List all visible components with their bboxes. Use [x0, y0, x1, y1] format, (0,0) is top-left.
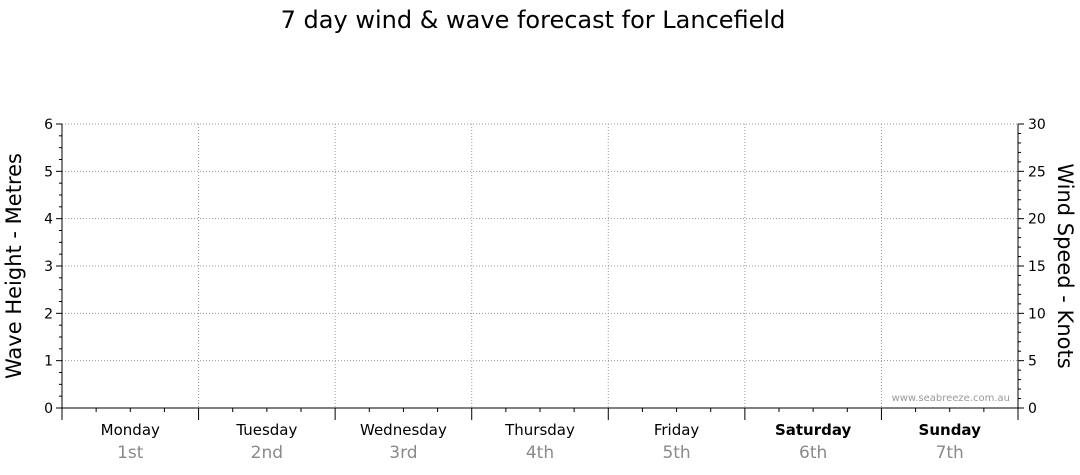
left-tick-label: 1: [44, 354, 53, 370]
day-date-label: 1st: [117, 443, 144, 463]
day-name-label: Wednesday: [360, 421, 447, 439]
left-tick-label: 2: [44, 306, 53, 322]
day-date-label: 4th: [526, 443, 554, 463]
left-tick-label: 0: [44, 401, 53, 417]
day-name-label: Sunday: [919, 421, 982, 439]
right-axis-title: Wind Speed - Knots: [1053, 163, 1077, 368]
right-tick-label: 10: [1028, 306, 1046, 322]
left-axis-title: Wave Height - Metres: [2, 153, 26, 379]
day-date-label: 7th: [936, 443, 964, 463]
left-tick-label: 4: [44, 212, 53, 228]
day-name-label: Monday: [101, 421, 160, 439]
right-tick-label: 30: [1028, 117, 1046, 133]
day-name-label: Tuesday: [235, 421, 297, 439]
left-tick-label: 5: [44, 164, 53, 180]
day-name-label: Saturday: [775, 421, 852, 439]
left-tick-label: 3: [44, 259, 53, 275]
day-date-label: 2nd: [251, 443, 283, 463]
watermark-text: www.seabreeze.com.au: [892, 393, 1010, 404]
right-tick-label: 20: [1028, 212, 1046, 228]
right-tick-label: 15: [1028, 259, 1046, 275]
chart-title: 7 day wind & wave forecast for Lancefiel…: [281, 6, 786, 34]
day-date-label: 5th: [662, 443, 690, 463]
day-date-label: 6th: [799, 443, 827, 463]
right-tick-label: 25: [1028, 164, 1046, 180]
day-date-label: 3rd: [389, 443, 417, 463]
grid-layer: [62, 123, 1018, 408]
labels-layer: 0 1 2 3 4 5 6 0 5 10 15 20 25 30 Monday 1st Tuesday 2nd We…: [44, 117, 1046, 463]
right-tick-label: 5: [1028, 354, 1037, 370]
day-name-label: Friday: [654, 421, 700, 439]
axes-layer: [56, 123, 1024, 420]
left-tick-label: 6: [44, 117, 53, 133]
right-tick-label: 0: [1028, 401, 1037, 417]
day-name-label: Thursday: [504, 421, 575, 439]
